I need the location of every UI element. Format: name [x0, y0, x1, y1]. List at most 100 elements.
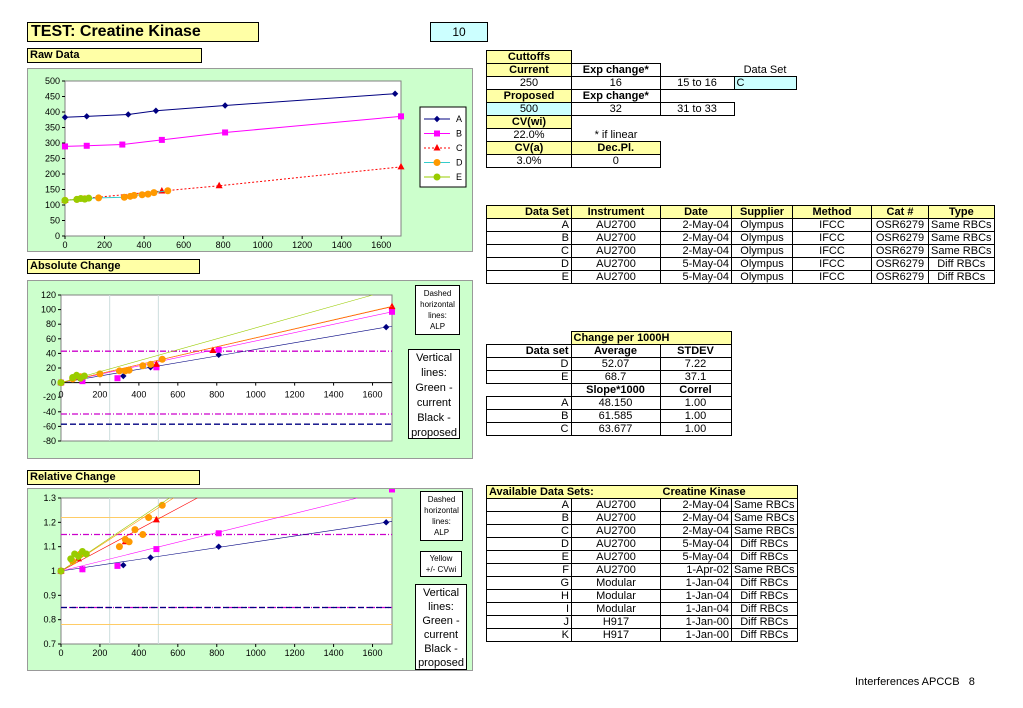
legend-marker: [433, 144, 441, 151]
table-row: H Modular 1-Jan-04 Diff RBCs: [486, 589, 798, 603]
data-point: [221, 102, 229, 109]
y-tick-label: 0.7: [43, 639, 56, 649]
data-point: [389, 308, 395, 315]
table-row: B 61.585 1.00: [486, 409, 732, 423]
cell: Diff RBCs: [731, 615, 798, 629]
absolute-change-label: Absolute Change: [27, 259, 200, 274]
cell: AU2700: [571, 524, 661, 538]
cell: AU2700: [571, 537, 661, 551]
cell: 1-Jan-00: [660, 615, 732, 629]
raw-data-chart: 0 50 100 150 200 250 300 350 400 450 500 0 200 400 600…: [45, 76, 467, 250]
cell: 1.00: [659, 409, 732, 423]
table-row: C AU2700 2-May-04 Olympus IFCC OSR6279 Same RB…: [486, 244, 995, 258]
y-tick-label: 1: [51, 566, 56, 576]
cell: 37.1: [659, 370, 732, 384]
cell: AU2700: [571, 270, 661, 284]
change-table-title: Change per 1000H: [570, 331, 732, 345]
note-line: ALP: [429, 322, 446, 331]
data-point: [209, 346, 217, 353]
x-tick-label: 400: [131, 648, 146, 658]
cell: 63.677: [570, 422, 661, 436]
trend-line: [60, 325, 393, 383]
data-point: [382, 323, 390, 331]
table-row: J H917 1-Jan-00 Diff RBCs: [486, 615, 798, 629]
data-point: [125, 538, 133, 546]
current-range: 15 to 16: [659, 76, 735, 90]
data-point: [75, 552, 83, 560]
cell: D: [486, 537, 572, 551]
cell: OSR6279: [871, 231, 929, 245]
number-cell[interactable]: 10: [430, 22, 488, 42]
cell: E: [486, 550, 572, 564]
table-row: B AU2700 2-May-04 Same RBCs: [486, 511, 798, 525]
note-line: horizontal: [424, 506, 459, 515]
y-tick-label: 1.1: [43, 542, 56, 552]
data-point: [391, 90, 399, 97]
data-point: [145, 513, 153, 521]
y-tick-label: 300: [45, 138, 60, 148]
exp-change-label: Exp change*: [571, 63, 661, 77]
data-point: [139, 531, 147, 538]
table-row: B AU2700 2-May-04 Olympus IFCC OSR6279 Same RB…: [486, 231, 995, 245]
x-tick-label: 200: [92, 648, 107, 658]
table-row: A AU2700 2-May-04 Olympus IFCC OSR6279 Same RB…: [486, 218, 995, 232]
data-point: [150, 189, 158, 197]
y-tick-label: -60: [43, 421, 56, 431]
data-point: [152, 360, 160, 367]
cell: 2-May-04: [660, 218, 732, 232]
current-value[interactable]: 250: [486, 76, 572, 90]
cell: C: [486, 244, 572, 258]
y-tick-label: 450: [45, 92, 60, 102]
data-point: [215, 346, 222, 353]
trend-line: [60, 294, 373, 383]
y-tick-label: 0.9: [43, 590, 56, 600]
data-point: [164, 187, 172, 195]
note-dashed-alp: Dashed horizontal lines: ALP: [415, 285, 460, 335]
column-header: Supplier: [731, 205, 793, 219]
data-point: [152, 107, 160, 114]
cell: A: [486, 396, 572, 410]
note-dashed-alp: Dashed horizontal lines: ALP: [420, 491, 463, 541]
note-line: Vertical: [422, 587, 460, 599]
x-tick-label: 800: [216, 240, 231, 250]
table-row: C 63.677 1.00: [486, 422, 732, 436]
cell: 1-Apr-02: [660, 563, 732, 577]
cell: AU2700: [571, 218, 661, 232]
x-tick-label: 800: [209, 648, 224, 658]
cutoffs-table: Cuttoffs Current Exp change* Data Set 25…: [486, 50, 797, 168]
legend-label: E: [456, 172, 462, 182]
proposed-value[interactable]: 500: [486, 102, 572, 116]
data-point: [83, 142, 90, 149]
note-line: lines:: [421, 367, 447, 379]
data-point: [79, 566, 86, 573]
y-tick-label: -20: [43, 392, 56, 402]
legend-label: B: [456, 129, 462, 139]
table-row: G Modular 1-Jan-04 Diff RBCs: [486, 576, 798, 590]
y-tick-label: 20: [46, 363, 56, 373]
series-line: [64, 166, 402, 201]
relative-change-chart-panel: 0.7 0.8 0.9 1 1.1 1.2 1.3 0 200 400 600 800 1000 1200…: [27, 486, 473, 671]
if-linear-note: * if linear: [594, 128, 638, 141]
cva-value[interactable]: 3.0%: [486, 154, 572, 168]
cvwi-value[interactable]: 22.0%: [486, 128, 572, 142]
cell: 5-May-04: [660, 550, 732, 564]
table-row: A 48.150 1.00: [486, 396, 732, 410]
page-number: 8: [968, 676, 975, 688]
note-line: lines:: [428, 311, 447, 320]
note-line: proposed: [411, 427, 457, 439]
cell: Diff RBCs: [731, 576, 798, 590]
available-title: Available Data Sets:: [486, 485, 661, 499]
legend-marker: [433, 159, 441, 166]
note-line: +/- CVwi: [425, 565, 457, 574]
cell: B: [486, 231, 572, 245]
decpl-value[interactable]: 0: [571, 154, 661, 168]
column-header: Date: [660, 205, 732, 219]
y-tick-label: -40: [43, 407, 56, 417]
data-point: [79, 378, 86, 385]
cell: Modular: [571, 602, 661, 616]
cell: C: [486, 422, 572, 436]
dataset-value[interactable]: C: [733, 76, 797, 90]
column-header: STDEV: [659, 344, 732, 358]
note-line: Vertical: [415, 352, 453, 364]
table-row: E AU2700 5-May-04 Diff RBCs: [486, 550, 798, 564]
